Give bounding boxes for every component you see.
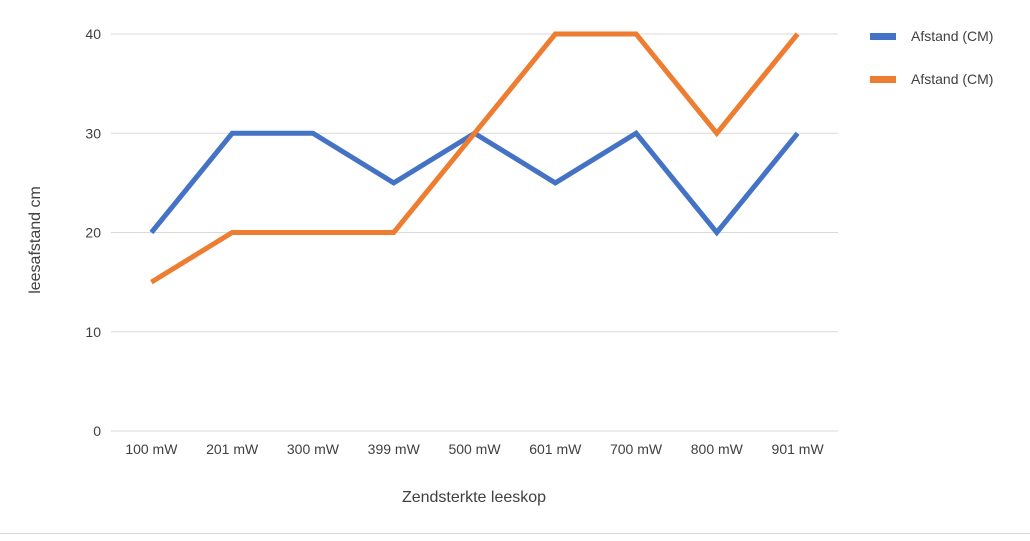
legend-label-2: Afstand (CM) [911,71,993,87]
x-tick-label: 800 mW [691,441,744,457]
legend: Afstand (CM) Afstand (CM) [870,28,993,87]
y-tick-label: 40 [85,26,101,42]
x-tick-label: 399 mW [368,441,421,457]
y-tick-labels: 0 10 20 30 40 [85,26,101,439]
x-tick-labels: 100 mW 201 mW 300 mW 399 mW 500 mW 601 mW 700 … [125,441,824,457]
x-tick-label: 100 mW [125,441,178,457]
legend-swatch-1 [870,33,896,40]
x-tick-label: 201 mW [206,441,259,457]
bottom-divider [0,533,1030,534]
series-line-1 [149,130,800,237]
y-axis-title: leesafstand cm [27,186,44,294]
y-tick-label: 0 [93,423,101,439]
y-tick-label: 30 [85,125,101,141]
series-lines [149,31,800,285]
series-line-2 [150,31,800,285]
legend-swatch-2 [870,76,896,83]
gridlines [111,33,838,432]
x-tick-label: 700 mW [610,441,663,457]
x-tick-label: 601 mW [529,441,582,457]
x-axis-title: Zendsterkte leeskop [402,489,546,506]
y-tick-label: 20 [85,225,101,241]
y-tick-label: 10 [85,324,101,340]
legend-label-1: Afstand (CM) [911,28,993,44]
x-tick-label: 901 mW [772,441,825,457]
x-tick-label: 300 mW [287,441,340,457]
x-tick-label: 500 mW [448,441,501,457]
